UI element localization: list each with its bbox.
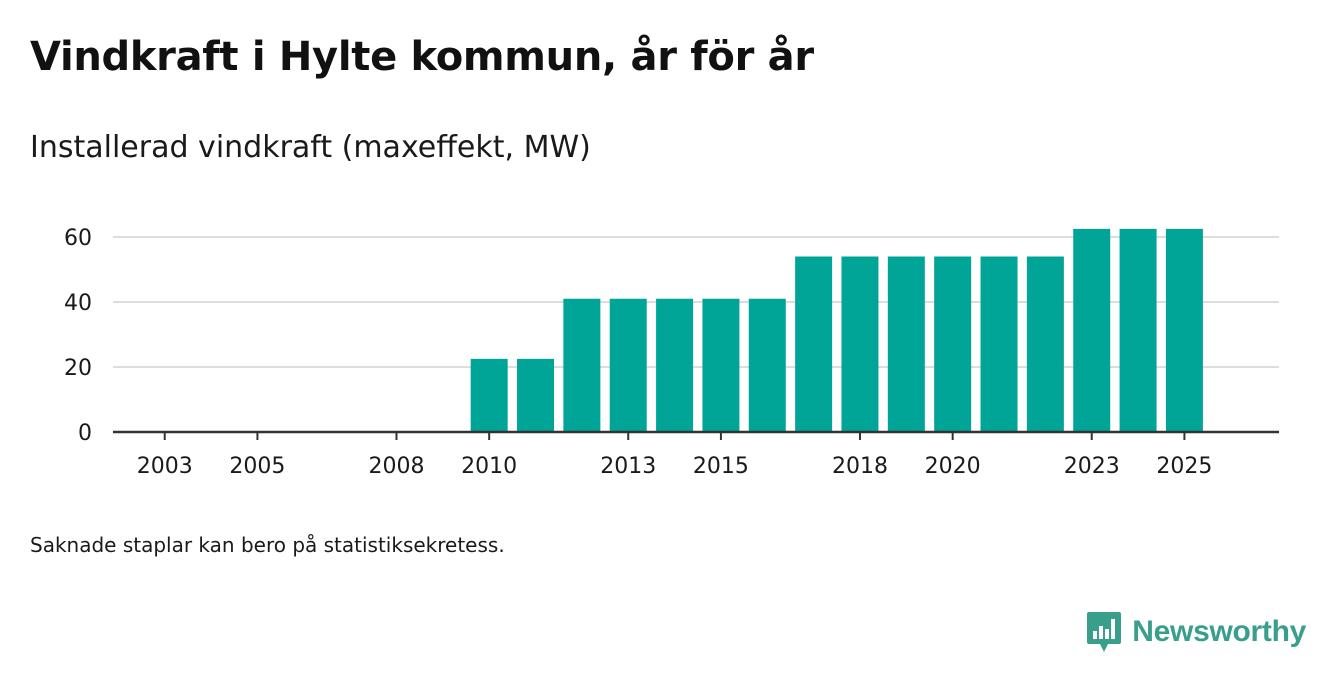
x-tick-label: 2020 (925, 454, 981, 479)
y-tick-label: 40 (64, 291, 92, 316)
x-tick-label: 2023 (1064, 454, 1120, 479)
chart-subtitle: Installerad vindkraft (maxeffekt, MW) (30, 130, 591, 165)
bar-chart: 0 20 40 60 2003 2005 2008 2010 2013 2015 2018 2020 2… (64, 226, 1279, 479)
bar-2013[interactable] (609, 298, 647, 432)
tick-labels: 0 20 40 60 2003 2005 2008 2010 2013 2015 2018 2020 2… (64, 226, 1212, 479)
bar-2014[interactable] (656, 298, 694, 432)
bar-2017[interactable] (795, 256, 833, 433)
axes (113, 430, 1279, 440)
newsworthy-logo-icon (1087, 612, 1122, 652)
bar-2022[interactable] (1026, 256, 1064, 433)
bar-2024[interactable] (1119, 228, 1157, 432)
bars (470, 228, 1203, 433)
x-tick-label: 2003 (137, 454, 193, 479)
bar-2012[interactable] (563, 298, 601, 432)
y-tick-label: 0 (78, 421, 92, 446)
bar-2015[interactable] (702, 298, 740, 432)
x-tick-label: 2010 (461, 454, 517, 479)
x-tick-label: 2013 (600, 454, 656, 479)
bar-2023[interactable] (1073, 228, 1111, 432)
x-tick-label: 2015 (693, 454, 749, 479)
bar-2019[interactable] (887, 256, 925, 433)
bar-2020[interactable] (934, 256, 972, 433)
bar-2016[interactable] (748, 298, 786, 432)
bar-2011[interactable] (517, 358, 555, 432)
brand-name: Newsworthy (1132, 615, 1306, 648)
x-tick-label: 2005 (229, 454, 285, 479)
bar-2021[interactable] (980, 256, 1018, 433)
x-tick-label: 2018 (832, 454, 888, 479)
x-tick-label: 2025 (1156, 454, 1212, 479)
y-tick-label: 60 (64, 226, 92, 251)
x-tick-label: 2008 (368, 454, 424, 479)
brand-logo[interactable]: Newsworthy (1086, 610, 1306, 654)
y-tick-label: 20 (64, 356, 92, 381)
bar-2018[interactable] (841, 256, 879, 433)
bar-2010[interactable] (470, 358, 508, 432)
chart-title: Vindkraft i Hylte kommun, år för år (30, 34, 814, 80)
bar-2025[interactable] (1165, 228, 1203, 432)
footnote: Saknade staplar kan bero på statistiksek… (30, 533, 505, 557)
